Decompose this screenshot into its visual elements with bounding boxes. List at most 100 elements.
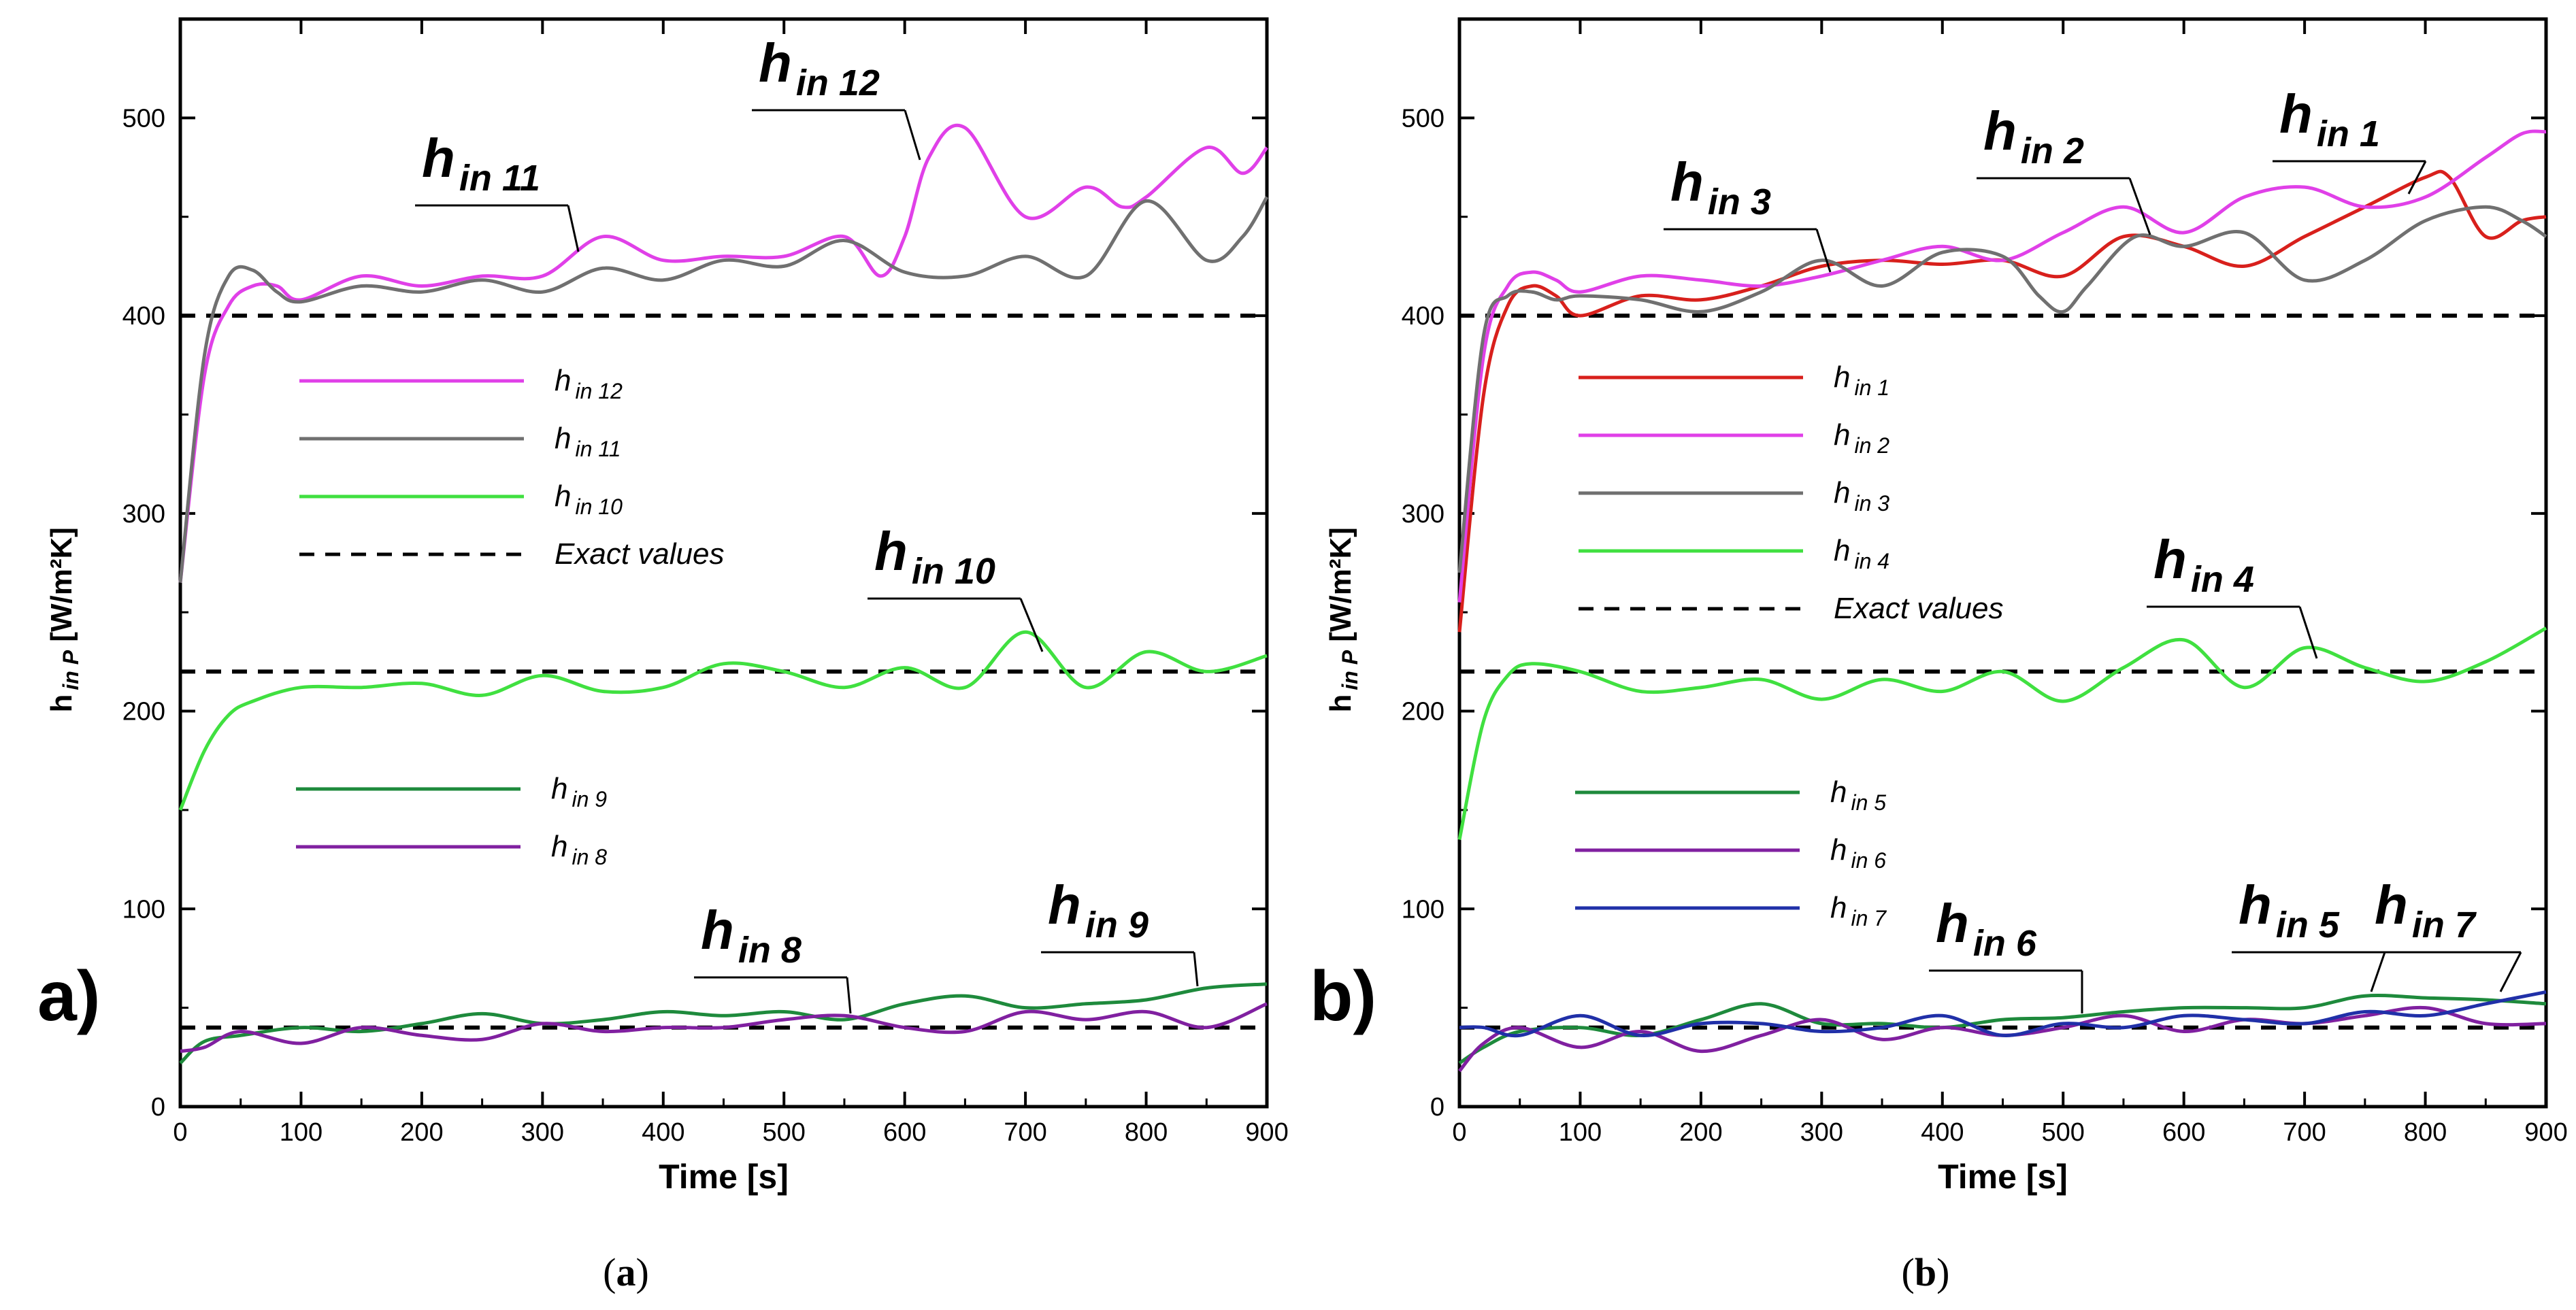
annotation: h in 9 — [1041, 875, 1199, 987]
x-tick-label: 100 — [280, 1118, 323, 1147]
x-tick-label: 200 — [1679, 1118, 1722, 1147]
annotation-leader — [2407, 161, 2427, 195]
annotation-leader — [2128, 178, 2151, 235]
annotation: h in 4 — [2147, 529, 2318, 659]
annotation-leader — [567, 205, 580, 252]
series-line-h_in_12 — [178, 123, 1268, 583]
legend-label: h in 2 — [1834, 418, 1889, 458]
x-tick-label: 600 — [2162, 1118, 2205, 1147]
annotation-label: h in 3 — [1670, 152, 1771, 222]
y-tick-label: 100 — [122, 895, 165, 924]
annotation-label: h in 8 — [701, 900, 802, 971]
legend-label: h in 11 — [555, 422, 621, 461]
annotation-leader — [2298, 606, 2318, 659]
legend-label: h in 3 — [1834, 476, 1889, 516]
y-axis-title: hin P [W/m²K] — [1324, 527, 1362, 712]
x-tick-label: 0 — [1452, 1118, 1466, 1147]
y-tick-label: 500 — [1402, 104, 1444, 133]
series-line-h_in_6 — [1458, 1005, 2547, 1073]
legend-label: h in 8 — [551, 830, 607, 869]
x-tick-label: 500 — [763, 1118, 806, 1147]
x-tick-label: 900 — [1245, 1118, 1288, 1147]
x-tick-label: 700 — [1004, 1118, 1046, 1147]
legend-label: h in 1 — [1834, 360, 1889, 400]
series-line-h_in_5 — [1458, 993, 2547, 1065]
y-tick-label: 200 — [122, 698, 165, 726]
x-tick-label: 800 — [1125, 1118, 1168, 1147]
annotation-leader — [846, 977, 852, 1014]
series-line-h_in_3 — [1457, 205, 2547, 573]
panel-caption: (b) — [1902, 1250, 1950, 1294]
annotation-leader — [1019, 598, 1044, 652]
annotation-label: h in 11 — [422, 128, 540, 199]
annotation-label: h in 12 — [759, 33, 880, 103]
annotation: h in 5 — [2232, 875, 2386, 992]
y-tick-label: 100 — [1402, 895, 1444, 924]
x-tick-label: 800 — [2404, 1118, 2447, 1147]
annotation-label: h in 1 — [2279, 84, 2380, 154]
annotation-label: h in 4 — [2153, 529, 2254, 600]
y-tick-label: 200 — [1402, 698, 1444, 726]
x-tick-label: 100 — [1559, 1118, 1602, 1147]
legend-label: h in 6 — [1830, 833, 1886, 873]
annotation-leader — [1193, 952, 1199, 987]
series-line-h_in_7 — [1459, 990, 2547, 1038]
annotation-label: h in 10 — [874, 521, 995, 592]
x-tick-label: 200 — [400, 1118, 443, 1147]
x-tick-label: 500 — [2042, 1118, 2085, 1147]
y-axis-title: hin P [W/m²K] — [45, 527, 83, 712]
y-tick-label: 0 — [151, 1093, 165, 1122]
panel-letter: b) — [1310, 957, 1376, 1036]
legend-label: Exact values — [555, 537, 724, 571]
x-tick-label: 600 — [883, 1118, 926, 1147]
y-tick-label: 0 — [1430, 1093, 1444, 1122]
panel-letter: a) — [37, 957, 100, 1036]
annotation: h in 6 — [1929, 893, 2083, 1013]
annotation: h in 3 — [1664, 152, 1832, 273]
legend-label: h in 4 — [1834, 534, 1889, 573]
y-tick-label: 400 — [1402, 302, 1444, 331]
x-tick-label: 300 — [521, 1118, 564, 1147]
annotation-leader — [1815, 229, 1832, 273]
y-tick-label: 500 — [122, 104, 165, 133]
annotation-label: h in 2 — [1983, 101, 2084, 171]
annotation-leader — [2499, 952, 2522, 992]
y-tick-label: 300 — [1402, 500, 1444, 528]
x-tick-label: 0 — [173, 1118, 187, 1147]
annotation: h in 11 — [415, 128, 580, 252]
annotation-label: h in 5 — [2239, 875, 2340, 945]
annotation-leader — [904, 110, 921, 161]
series-line-h_in_1 — [1457, 169, 2547, 633]
annotation: h in 10 — [868, 521, 1044, 652]
legend-group: h in 9 h in 8 — [296, 772, 607, 869]
annotation-label: h in 7 — [2375, 875, 2477, 945]
chart-panel-a: 0 100 200 300 400 500 600 700 800 900 0 100 200 300 40… — [37, 17, 1289, 1294]
x-tick-label: 700 — [2283, 1118, 2326, 1147]
legend-label: h in 12 — [555, 364, 623, 403]
series-line-h_in_2 — [1457, 129, 2547, 603]
x-tick-label: 900 — [2524, 1118, 2567, 1147]
x-axis-title: Time [s] — [659, 1158, 789, 1196]
annotation-label: h in 6 — [1936, 893, 2037, 964]
x-axis-title: Time [s] — [1938, 1158, 2068, 1196]
y-tick-label: 300 — [122, 500, 165, 528]
legend-label: h in 10 — [555, 480, 623, 519]
legend-group: h in 1 h in 2 h in 3 h in 4 Exact values — [1579, 360, 2003, 625]
series-line-h_in_8 — [180, 1002, 1268, 1054]
annotation: h in 2 — [1977, 101, 2151, 235]
annotation-leader — [2370, 952, 2386, 992]
legend-group: h in 5 h in 6 h in 7 — [1575, 775, 1887, 930]
y-tick-label: 400 — [122, 302, 165, 331]
series-line-h_in_4 — [1457, 626, 2547, 840]
legend-label: h in 9 — [551, 772, 607, 811]
x-tick-label: 400 — [1921, 1118, 1964, 1147]
series-line-h_in_9 — [179, 982, 1268, 1064]
chart-panel-b: 0 100 200 300 400 500 600 700 800 900 0 100 200 300 40… — [1310, 17, 2568, 1294]
annotation: h in 8 — [694, 900, 852, 1014]
series-line-h_in_11 — [178, 196, 1269, 583]
panel-caption: (a) — [603, 1250, 649, 1294]
legend-label: h in 5 — [1830, 775, 1886, 815]
annotation: h in 1 — [2273, 84, 2427, 195]
legend-group: h in 12 h in 11 h in 10 Exact values — [299, 364, 724, 571]
